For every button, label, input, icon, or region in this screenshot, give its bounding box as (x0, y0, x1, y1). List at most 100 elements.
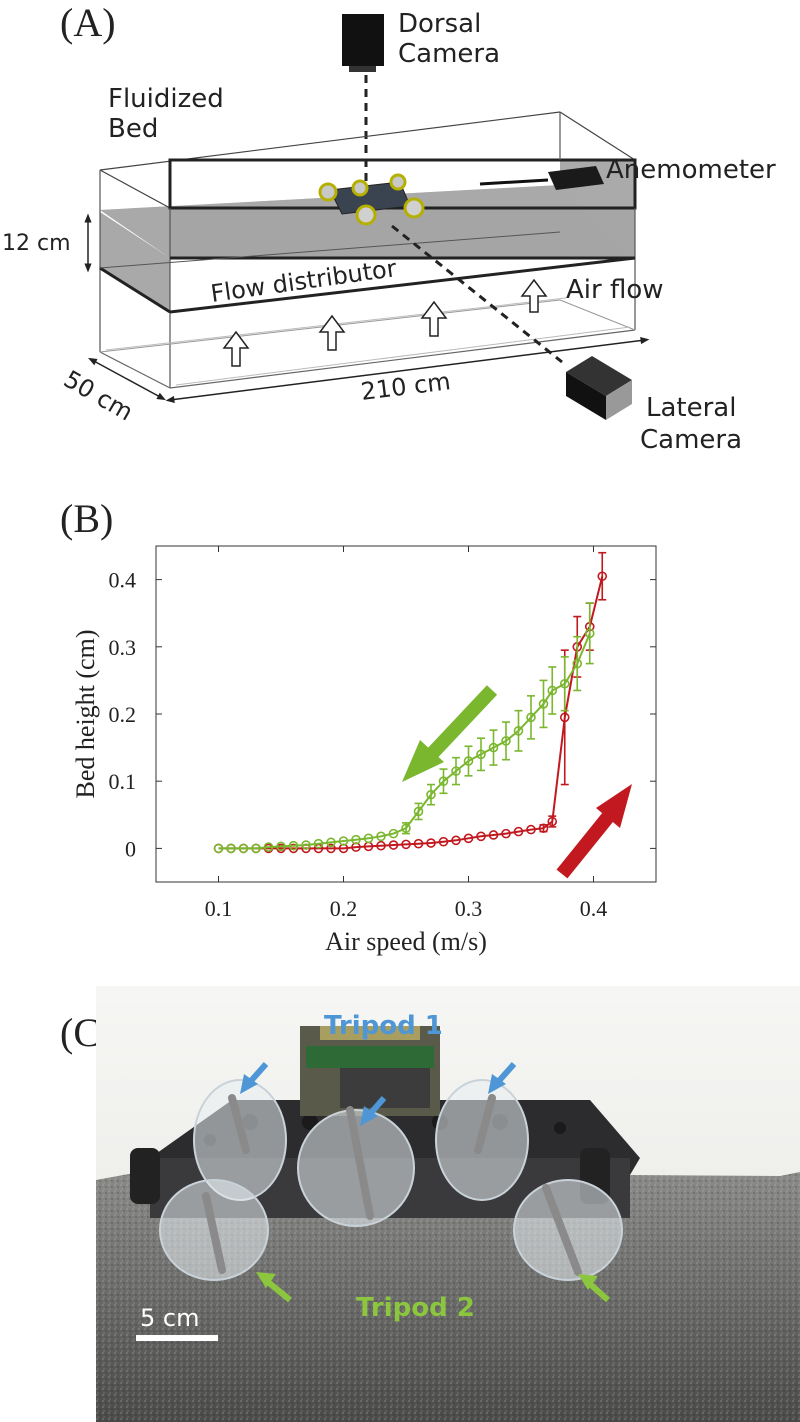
data-point (451, 766, 461, 776)
fluidized-bed-tank (99, 111, 637, 389)
data-point (501, 828, 511, 839)
data-point (488, 742, 499, 753)
data-point (538, 699, 549, 709)
data-point (513, 826, 524, 837)
data-point (438, 836, 449, 847)
data-point (388, 828, 399, 839)
air-flow-arrow-icon (520, 278, 548, 313)
y-tick-label: 0.4 (109, 568, 137, 593)
data-point (501, 736, 511, 746)
tripod2-arrow-icons (256, 1272, 610, 1303)
increasing-speed-arrow-icon (556, 784, 632, 879)
data-point (338, 836, 349, 846)
data-point (488, 830, 499, 840)
tripod1-arrow-icons (240, 1062, 517, 1126)
data-point (351, 834, 361, 845)
data-point (463, 833, 474, 844)
anemometer-icon (479, 166, 604, 190)
data-point (526, 824, 536, 835)
data-point (226, 843, 236, 854)
data-point (426, 838, 436, 848)
data-point (251, 843, 261, 854)
data-point (313, 838, 324, 849)
tripod2-label: Tripod 2 (356, 1293, 475, 1323)
y-tick-label: 0 (125, 836, 136, 861)
data-point (547, 685, 558, 696)
data-point (276, 841, 286, 852)
lateral-camera-label-line2: Camera (640, 425, 742, 455)
tripod1-label: Tripod 1 (324, 1011, 443, 1041)
data-point (463, 756, 474, 766)
y-tick-label: 0.3 (109, 635, 137, 660)
panel-a-label: (A) (60, 0, 116, 45)
data-point (388, 840, 399, 850)
length-dimension-label: 210 cm (359, 367, 452, 406)
lateral-camera-label-line1: Lateral (646, 393, 736, 423)
x-tick-label: 0.3 (455, 896, 483, 921)
data-point (438, 776, 449, 787)
decreasing-speed-arrow-icon (402, 685, 498, 782)
panel-b-label: (B) (60, 496, 113, 541)
data-point (526, 712, 536, 723)
panel-b-chart: (B) 0.1 0.2 0.3 0.4 0 0.1 0.2 0.3 0.4 Air speed… (0, 490, 800, 970)
fluidized-bed-label-line1: Fluidized (108, 84, 224, 114)
data-point (376, 840, 386, 851)
panel-c-photo: (C) (0, 980, 800, 1422)
data-point (301, 840, 311, 850)
x-axis-label: Air speed (m/s) (325, 927, 487, 956)
data-point (413, 838, 424, 849)
data-point (413, 806, 424, 817)
data-point (559, 712, 570, 723)
data-point (401, 839, 411, 850)
scale-bar-label: 5 cm (140, 1304, 199, 1332)
series-line (218, 633, 591, 850)
data-point (547, 816, 558, 827)
air-flow-arrow-icon (318, 314, 346, 351)
series-decreasing (213, 602, 595, 854)
flow-distributor-label: Flow distributor (209, 254, 398, 308)
air-flow-arrow-icon (420, 300, 448, 337)
data-point (326, 837, 336, 848)
y-axis: 0 0.1 0.2 0.3 0.4 (109, 568, 656, 861)
data-point (263, 842, 274, 852)
data-point (376, 831, 386, 842)
height-dimension-label: 12 cm (2, 231, 71, 256)
length-dimension-arrow (165, 336, 650, 404)
data-point (451, 835, 461, 846)
data-point (597, 571, 608, 582)
data-point (572, 658, 583, 669)
dorsal-camera-icon (342, 14, 384, 72)
data-point (288, 843, 299, 854)
robot-photo (96, 986, 800, 1422)
data-point (538, 823, 549, 834)
data-point (326, 843, 336, 854)
air-flow-label: Air flow (566, 275, 664, 305)
y-tick-label: 0.2 (109, 702, 137, 727)
data-point (238, 843, 249, 854)
dorsal-camera-label-line2: Camera (398, 39, 500, 69)
x-tick-label: 0.1 (205, 896, 233, 921)
data-point (363, 833, 374, 844)
y-axis-label: Bed height (cm) (71, 630, 100, 799)
data-point (213, 843, 224, 854)
data-point (401, 823, 411, 834)
series-layer (213, 551, 608, 854)
data-point (559, 678, 570, 689)
data-point (426, 789, 436, 800)
x-tick-label: 0.2 (330, 896, 358, 921)
anemometer-label: Anemometer (606, 155, 776, 185)
data-point (288, 840, 299, 851)
dorsal-camera-label-line1: Dorsal (398, 9, 481, 39)
data-point (584, 628, 595, 639)
robot-icon (318, 173, 425, 226)
fluidized-bed-label-line2: Bed (108, 114, 158, 144)
panel-a-setup-diagram: (A) Dorsal Camera Fluidized Bed (0, 0, 800, 480)
data-point (513, 726, 524, 736)
width-dimension-label: 50 cm (59, 365, 138, 427)
x-tick-label: 0.4 (580, 896, 608, 921)
width-dimension-arrow (88, 357, 166, 401)
data-point (476, 749, 486, 760)
x-axis: 0.1 0.2 0.3 0.4 (205, 546, 608, 921)
y-tick-label: 0.1 (109, 769, 137, 794)
data-point (476, 831, 486, 842)
